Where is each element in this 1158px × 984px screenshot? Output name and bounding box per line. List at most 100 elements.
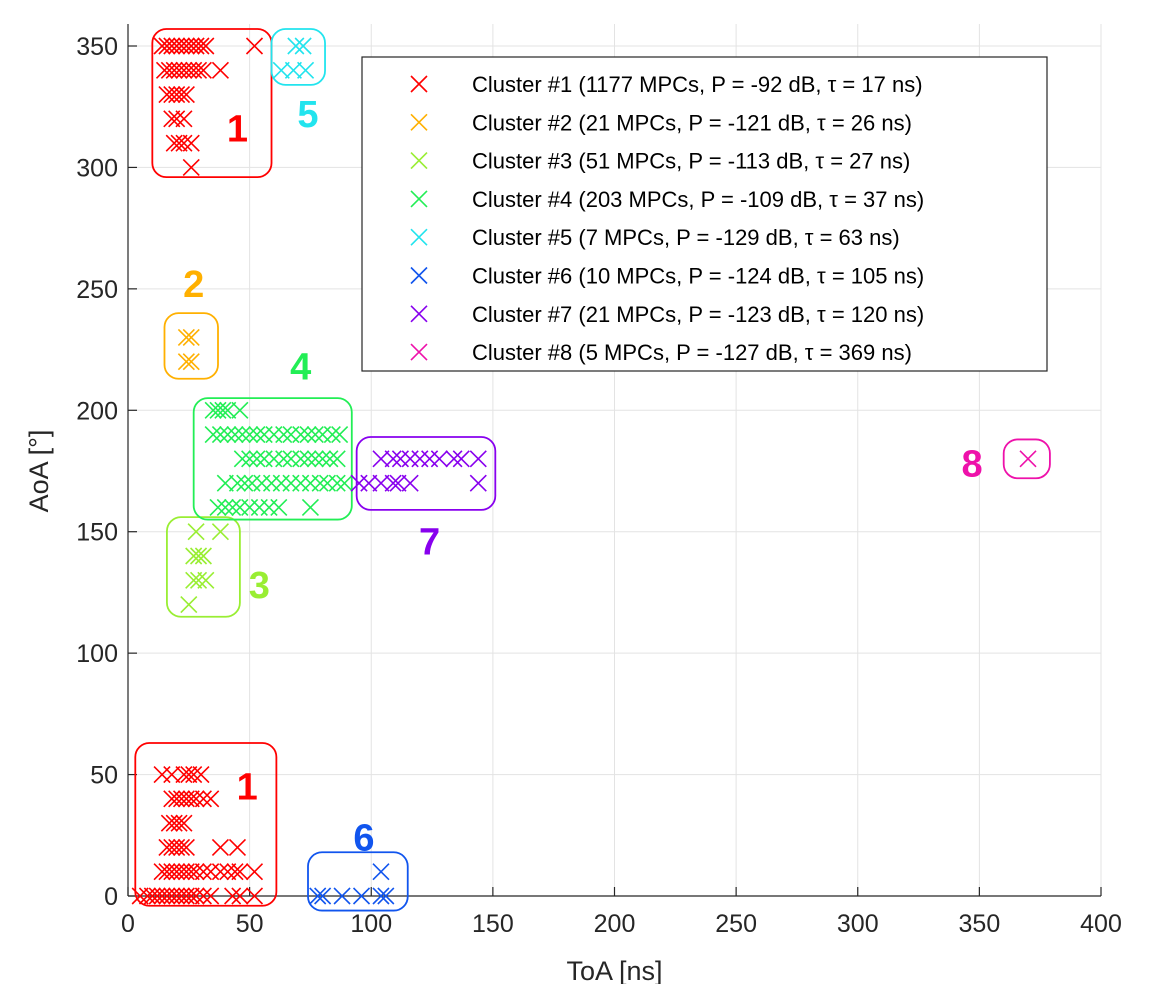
data-point-cluster-1 xyxy=(245,887,264,905)
legend-entry-7: Cluster #7 (21 MPCs, P = -123 dB, τ = 12… xyxy=(472,302,924,327)
data-point-cluster-4 xyxy=(301,498,320,516)
data-point-cluster-1 xyxy=(175,110,193,128)
data-point-cluster-4 xyxy=(226,426,244,444)
legend-entry-1: Cluster #1 (1177 MPCs, P = -92 dB, τ = 1… xyxy=(472,72,923,97)
cluster-number-7: 7 xyxy=(419,521,440,563)
data-point-cluster-4 xyxy=(292,450,310,468)
data-point-cluster-6 xyxy=(372,887,390,905)
data-point-cluster-4 xyxy=(255,450,273,468)
data-point-cluster-1 xyxy=(194,790,212,808)
data-point-cluster-7 xyxy=(469,474,487,492)
data-point-cluster-1 xyxy=(194,61,212,79)
data-point-cluster-4 xyxy=(306,450,324,468)
cluster-number-1: 1 xyxy=(227,109,248,151)
data-point-cluster-4 xyxy=(321,450,339,468)
data-point-cluster-4 xyxy=(224,498,242,516)
data-point-cluster-3 xyxy=(187,523,205,541)
data-point-cluster-4 xyxy=(255,426,273,444)
data-point-cluster-4 xyxy=(292,426,310,444)
x-tick-label: 100 xyxy=(350,910,392,938)
data-point-cluster-3 xyxy=(180,596,198,614)
data-point-cluster-4 xyxy=(211,426,230,444)
data-point-cluster-1 xyxy=(177,86,195,104)
data-point-cluster-1 xyxy=(189,61,208,79)
legend-marker-5 xyxy=(410,228,428,246)
cluster-number-5: 5 xyxy=(297,94,318,136)
data-point-cluster-3 xyxy=(189,571,208,589)
data-point-cluster-4 xyxy=(248,450,266,468)
data-point-cluster-4 xyxy=(299,426,317,444)
data-point-cluster-1 xyxy=(175,814,193,832)
data-point-cluster-4 xyxy=(216,498,234,516)
data-point-cluster-5 xyxy=(284,61,302,79)
data-point-cluster-4 xyxy=(272,474,290,492)
data-point-cluster-6 xyxy=(333,887,351,905)
data-point-cluster-5 xyxy=(272,61,290,79)
data-point-cluster-6 xyxy=(314,887,332,905)
data-point-cluster-4 xyxy=(314,426,332,444)
data-point-cluster-1 xyxy=(245,863,264,881)
y-tick-label: 150 xyxy=(76,519,118,547)
data-point-cluster-4 xyxy=(204,426,222,444)
data-point-cluster-7 xyxy=(372,450,390,468)
data-point-cluster-7 xyxy=(350,474,368,492)
data-point-cluster-1 xyxy=(187,887,205,905)
data-point-cluster-4 xyxy=(301,474,320,492)
data-point-cluster-4 xyxy=(282,474,300,492)
data-point-cluster-1 xyxy=(170,814,188,832)
data-point-cluster-1 xyxy=(202,790,220,808)
data-point-cluster-1 xyxy=(172,838,191,856)
data-point-cluster-1 xyxy=(211,61,230,79)
data-point-cluster-1 xyxy=(231,887,249,905)
data-point-cluster-4 xyxy=(219,401,237,419)
data-point-cluster-4 xyxy=(233,426,251,444)
cluster-box-5 xyxy=(270,28,326,86)
data-point-cluster-1 xyxy=(192,766,210,784)
data-point-cluster-7 xyxy=(372,474,390,492)
data-point-cluster-1 xyxy=(182,887,200,905)
data-point-cluster-4 xyxy=(219,426,237,444)
legend-box xyxy=(361,56,1048,372)
data-point-cluster-4 xyxy=(231,401,249,419)
data-point-cluster-1 xyxy=(226,863,244,881)
legend-entry-5: Cluster #5 (7 MPCs, P = -129 dB, τ = 63 … xyxy=(472,225,900,250)
data-point-cluster-4 xyxy=(282,450,300,468)
data-point-cluster-4 xyxy=(216,474,234,492)
data-point-cluster-4 xyxy=(248,426,266,444)
data-point-cluster-1 xyxy=(211,838,230,856)
data-point-cluster-4 xyxy=(214,401,232,419)
legend-marker-8 xyxy=(410,343,428,361)
data-point-cluster-7 xyxy=(391,450,410,468)
cluster-number-3: 3 xyxy=(249,565,270,607)
cluster-number-8: 8 xyxy=(962,444,983,486)
legend: Cluster #1 (1177 MPCs, P = -92 dB, τ = 1… xyxy=(361,56,1048,372)
data-point-cluster-4 xyxy=(331,426,349,444)
data-point-cluster-4 xyxy=(314,450,332,468)
data-point-cluster-4 xyxy=(328,450,346,468)
data-point-cluster-3 xyxy=(194,547,212,565)
cluster-box-8 xyxy=(1002,438,1051,480)
legend-entry-8: Cluster #8 (5 MPCs, P = -127 dB, τ = 369… xyxy=(472,340,912,365)
data-point-cluster-4 xyxy=(311,474,329,492)
cluster-number-6: 6 xyxy=(353,818,374,860)
data-point-cluster-4 xyxy=(209,498,227,516)
data-point-cluster-1 xyxy=(185,766,203,784)
data-point-cluster-4 xyxy=(260,498,278,516)
data-point-cluster-4 xyxy=(250,498,268,516)
x-tick-label: 150 xyxy=(472,910,514,938)
data-point-cluster-7 xyxy=(445,450,463,468)
data-point-cluster-1 xyxy=(228,838,247,856)
data-point-cluster-2 xyxy=(182,353,200,371)
data-point-cluster-7 xyxy=(452,450,470,468)
x-tick-label: 0 xyxy=(121,910,135,938)
data-point-cluster-4 xyxy=(282,426,300,444)
cluster-box-3 xyxy=(166,516,241,618)
data-point-cluster-2 xyxy=(177,328,195,346)
data-point-cluster-7 xyxy=(421,450,439,468)
legend-marker-7 xyxy=(410,305,428,323)
data-point-cluster-7 xyxy=(389,474,407,492)
y-tick-label: 200 xyxy=(76,397,118,425)
data-point-cluster-1 xyxy=(170,134,188,152)
data-point-cluster-2 xyxy=(177,353,195,371)
data-point-cluster-4 xyxy=(233,450,251,468)
